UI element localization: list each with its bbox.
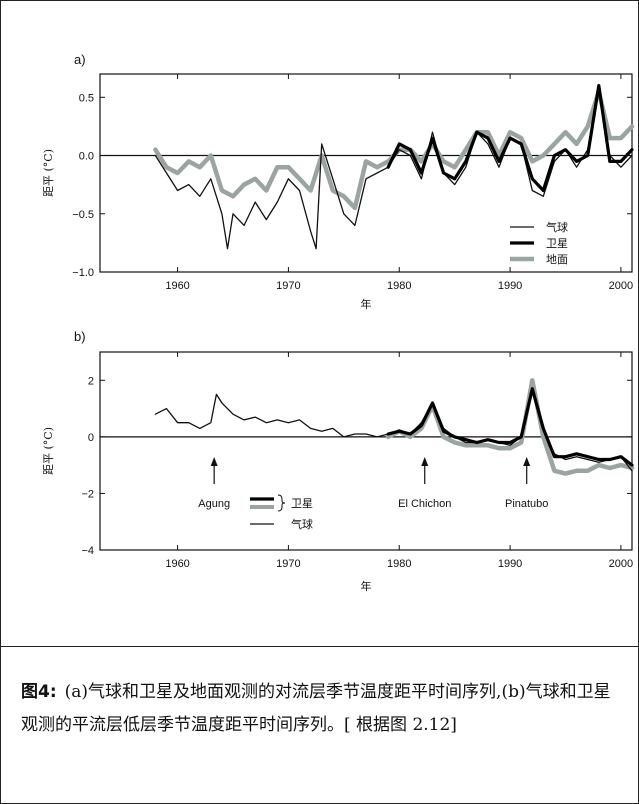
panel-b-arrow-head [523, 457, 531, 466]
panel-a-y-tick-label: −0.5 [72, 209, 94, 221]
panel-a-plot-frame [99, 73, 633, 273]
panel-a-x-tick-label: 1980 [387, 280, 411, 292]
panel-a-legend-label-satellite: 卫星 [546, 237, 568, 250]
caption-text: (a)气球和卫星及地面观测的对流层季节温度距平时间序列,(b)气球和卫星观测的平… [21, 682, 611, 735]
panel-a-x-tick-label: 1970 [276, 280, 300, 292]
panel-a-series-satellite-line [386, 83, 634, 193]
panel-a-legend-label-balloon: 气球 [546, 220, 568, 234]
panel-b-x-tick-label: 2000 [609, 558, 633, 570]
caption-divider [1, 646, 638, 647]
panel-b-annotation-label: El Chichon [398, 498, 451, 510]
panel-a-series-balloon-line [154, 84, 633, 250]
panel-b-y-tick-label: 2 [88, 375, 94, 387]
panel-b-x-tick-label: 1960 [165, 558, 189, 570]
panel-b-x-tick-label: 1990 [498, 558, 522, 570]
panel-a-y-tick-label: −1.0 [72, 267, 94, 279]
panel-b-x-axis-title: 年 [361, 579, 372, 593]
panel-b-legend-bracket [277, 494, 286, 512]
panel-a-y-tick-label: 0.0 [79, 151, 94, 163]
panel-a-legend-label-surface: 地面 [546, 253, 568, 266]
panel-b-x-tick-label: 1970 [276, 558, 300, 570]
panel-b-plot-frame [99, 351, 633, 551]
panel-b-arrow-head [210, 457, 218, 466]
panel-b-y-tick-label: 0 [88, 432, 94, 444]
panel-a-x-tick-label: 2000 [609, 280, 633, 292]
panel-b-annotation-label: Agung [198, 498, 230, 510]
panel-a-y-tick-label: 0.5 [79, 92, 94, 104]
panel-a-y-axis-title: 距平 (°C) [42, 149, 55, 197]
panel-a-x-tick-label: 1960 [165, 280, 189, 292]
panel-b-arrow-head [421, 457, 429, 466]
panel-a-x-axis-title: 年 [361, 297, 372, 311]
panel-b-y-axis-title: 距平 (°C) [42, 427, 55, 475]
panel-a-series-surface-line [153, 89, 635, 211]
panel-b-series-satellite-line [386, 387, 634, 467]
caption-label: 图4: [21, 682, 57, 702]
panel-b-y-tick-label: −4 [81, 545, 94, 557]
panel-a-label: a) [74, 52, 86, 67]
panel-b-x-tick-label: 1980 [387, 558, 411, 570]
panel-b-annotation-label: Pinatubo [505, 498, 548, 510]
panel-b-legend-label-balloon: 气球 [291, 517, 313, 531]
panel-a-x-tick-label: 1990 [498, 280, 522, 292]
panel-b-y-tick-label: −2 [81, 488, 94, 500]
panel-b-label: b) [74, 329, 86, 344]
figure-caption: 图4: (a)气球和卫星及地面观测的对流层季节温度距平时间序列,(b)气球和卫星观… [21, 676, 621, 742]
panel-b-legend-label-satellite: 卫星 [291, 497, 313, 510]
